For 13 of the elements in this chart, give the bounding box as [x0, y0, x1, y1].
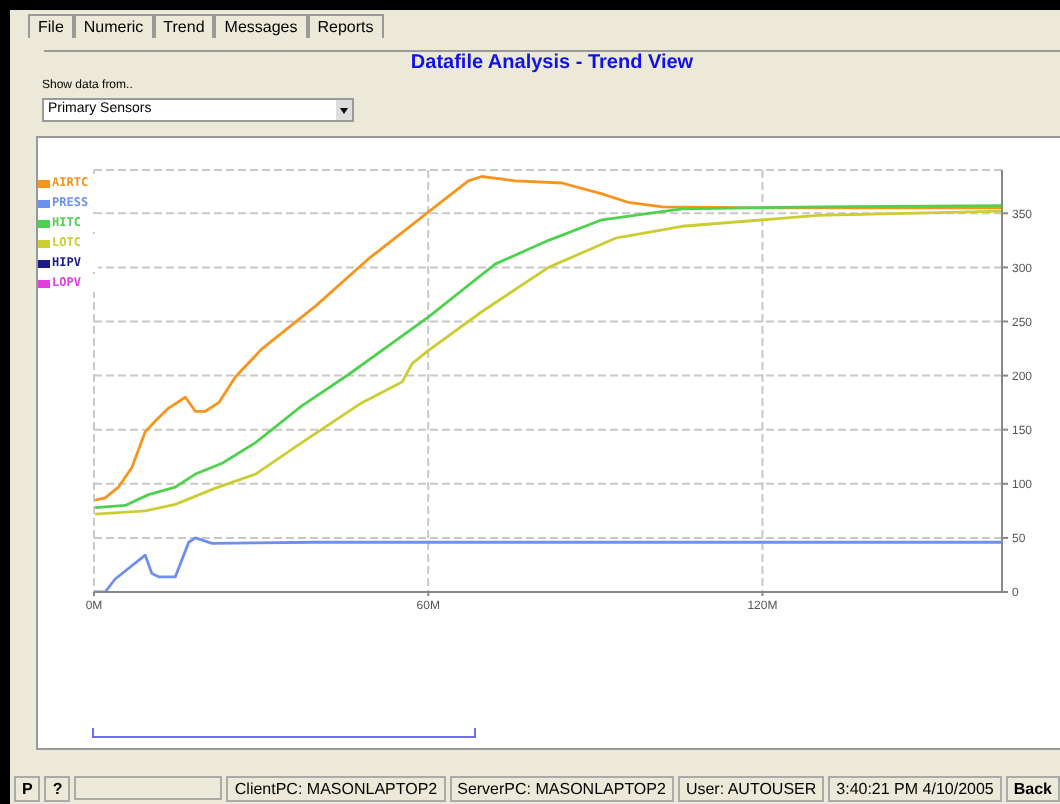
text: P: [14, 775, 41, 801]
text: Trend: [153, 14, 215, 38]
text: Numeric: [73, 14, 154, 38]
text: ClientPC: MASONLAPTOP2: [226, 775, 446, 801]
text: Back: [1005, 775, 1060, 801]
text: Messages: [214, 14, 308, 38]
text: File: [28, 14, 74, 38]
chart-title: Datafile Analysis - Trend View: [44, 50, 1060, 76]
text: Reports: [307, 14, 384, 38]
text: User: AUTOUSER: [677, 775, 825, 801]
text: ?: [44, 775, 71, 801]
text: 3:40:21 PM 4/10/2005: [828, 775, 1002, 801]
text: ServerPC: MASONLAPTOP2: [449, 775, 674, 801]
